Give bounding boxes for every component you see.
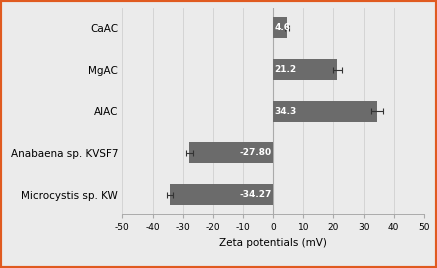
Text: 21.2: 21.2: [274, 65, 297, 74]
Bar: [273, 17, 287, 38]
Bar: [273, 59, 337, 80]
Text: -27.80: -27.80: [239, 148, 272, 157]
Bar: [273, 101, 377, 122]
Text: 34.3: 34.3: [274, 107, 297, 116]
Text: -34.27: -34.27: [239, 190, 272, 199]
Bar: [170, 184, 273, 205]
X-axis label: Zeta potentials (mV): Zeta potentials (mV): [219, 238, 327, 248]
Text: 4.6: 4.6: [274, 23, 291, 32]
Bar: [189, 143, 273, 163]
